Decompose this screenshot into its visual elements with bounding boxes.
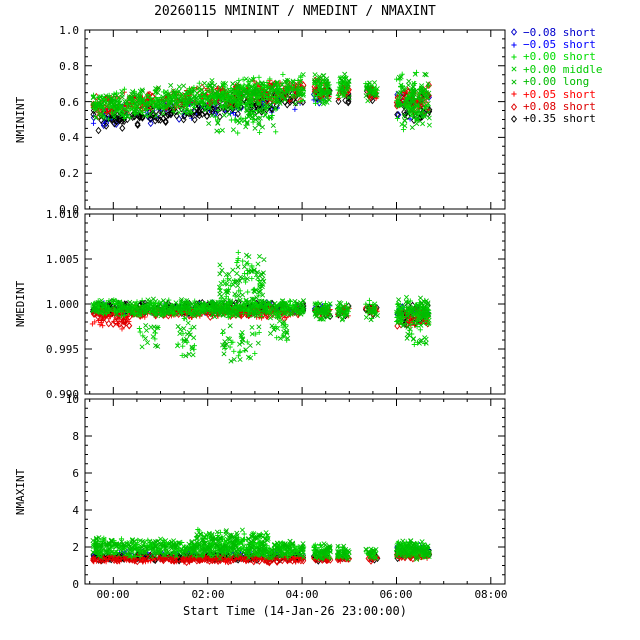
- legend-item: +0.00 middle: [508, 62, 603, 76]
- legend-item: +0.05 short: [508, 87, 602, 101]
- axis-ticks: [85, 213, 505, 395]
- plus-icon: [511, 91, 517, 97]
- diamond-icon: [510, 102, 518, 111]
- y-tick-label: 0.2: [59, 167, 79, 180]
- y-tick-label: 4: [72, 504, 79, 517]
- cross-icon: [511, 66, 517, 72]
- y-tick-label: 1.000: [46, 298, 79, 311]
- y-tick-label: 1.005: [46, 253, 79, 266]
- x-tick-label: 00:00: [96, 588, 129, 601]
- legend-item: +0.08 short: [508, 100, 602, 114]
- x-tick-label: 06:00: [379, 588, 412, 601]
- y-axis-title: NMEDINT: [14, 280, 27, 327]
- legend-label: +0.08 short: [523, 100, 596, 114]
- y-tick-label: 6: [72, 467, 79, 480]
- legend-item: −0.08 short: [508, 25, 602, 39]
- cross-icon: [511, 79, 517, 85]
- legend-label: +0.35 short: [523, 112, 596, 126]
- y-axis-title: NMININT: [14, 96, 27, 143]
- y-tick-label: 0.8: [59, 60, 79, 73]
- series-p000-long-points: [90, 71, 431, 134]
- y-tick-label: 1.010: [46, 208, 79, 221]
- legend-label: +0.05 short: [523, 87, 596, 101]
- plus-icon: [511, 54, 517, 60]
- y-tick-label: 0.6: [59, 96, 79, 109]
- legend-item: +0.35 short: [508, 112, 602, 126]
- panel-nmaxint: 0 2 4 6 8 10 NMAXINT 00:00 02:00 04:00 06:00 08:00: [14, 393, 508, 601]
- legend-item: +0.00 short: [508, 50, 602, 64]
- y-tick-label: 0.995: [46, 343, 79, 356]
- legend-label: −0.08 short: [523, 25, 596, 39]
- y-tick-label: 10: [66, 393, 79, 406]
- panel-nminint: 0.0 0.2 0.4 0.6 0.8 1.0 NMININT: [14, 24, 506, 216]
- axis-ticks: [85, 398, 505, 585]
- legend-label: −0.05 short: [523, 38, 596, 52]
- diamond-icon: [510, 115, 518, 123]
- legend-label: +0.00 middle: [523, 62, 603, 76]
- y-tick-label: 0: [72, 578, 79, 591]
- y-tick-label: 0.0: [59, 203, 79, 216]
- x-tick-label: 02:00: [191, 588, 224, 601]
- legend: −0.08 short −0.05 short +0.00 short +0.00 m…: [508, 26, 602, 125]
- x-tick-label: 08:00: [474, 588, 507, 601]
- series-p000-long-points: [90, 528, 432, 562]
- y-tick-label: 8: [72, 430, 79, 443]
- legend-item: −0.05 short: [508, 38, 602, 52]
- legend-label: +0.00 long: [523, 75, 590, 89]
- x-axis-label: Start Time (14-Jan-26 23:00:00): [183, 604, 407, 618]
- legend-item: +0.00 long: [508, 75, 602, 89]
- y-tick-label: 1.0: [59, 24, 79, 37]
- plus-icon: [511, 41, 517, 48]
- panel-nmedint: 0.990 0.995 1.000 1.005 1.010 NMEDINT: [14, 208, 506, 401]
- y-tick-label: 2: [72, 541, 79, 554]
- y-tick-label: 0.4: [59, 131, 79, 144]
- diamond-icon: [510, 28, 518, 36]
- x-tick-label: 04:00: [285, 588, 318, 601]
- legend-label: +0.00 short: [523, 50, 596, 64]
- series-p000-long-points: [90, 252, 432, 364]
- y-axis-title: NMAXINT: [14, 468, 27, 515]
- axis-ticks: [85, 29, 505, 210]
- chart-title: 20260115 NMININT / NMEDINT / NMAXINT: [154, 4, 436, 19]
- y-tick-label: 0.990: [46, 388, 79, 401]
